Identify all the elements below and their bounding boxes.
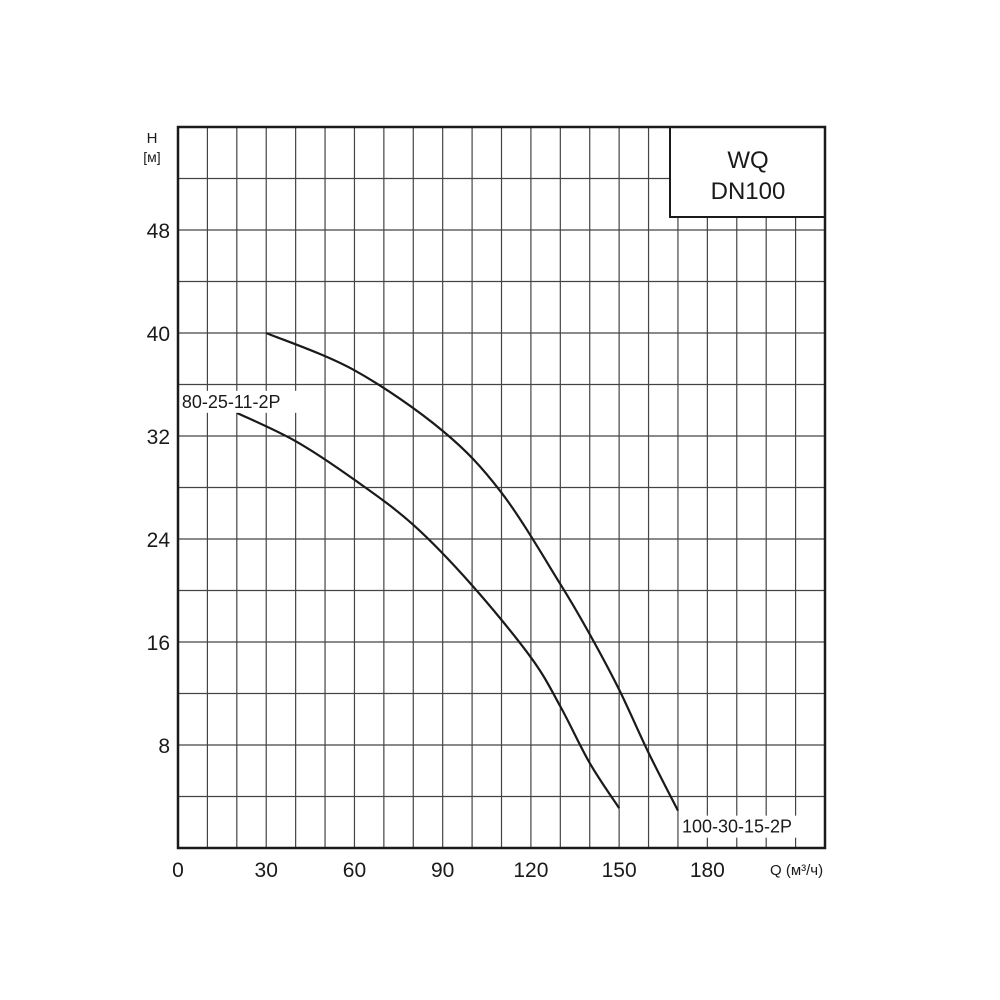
series-labels: 80-25-11-2P 100-30-15-2P bbox=[179, 390, 802, 838]
plot-frame bbox=[176, 125, 827, 850]
y-tick-label: 32 bbox=[147, 426, 170, 449]
x-tick-label: 90 bbox=[431, 859, 454, 882]
curves bbox=[236, 331, 679, 812]
y-tick-label: 48 bbox=[147, 220, 170, 243]
y-tick-label: 24 bbox=[147, 529, 171, 552]
y-tick-label: 16 bbox=[147, 632, 170, 655]
grid bbox=[178, 127, 825, 848]
y-tick-label: 8 bbox=[158, 735, 170, 758]
title-line-2: DN100 bbox=[711, 178, 786, 205]
x-tick-label: 120 bbox=[513, 859, 548, 882]
curve-80-25-11-2P bbox=[236, 411, 621, 809]
series-label-background bbox=[179, 390, 302, 413]
y-axis-label-unit: [м] bbox=[143, 149, 160, 165]
y-tick-label: 40 bbox=[147, 323, 170, 346]
x-tick-label: 180 bbox=[690, 859, 725, 882]
title-box: WQ DN100 bbox=[669, 126, 826, 218]
x-tick-label: 150 bbox=[602, 859, 637, 882]
series-label-background bbox=[679, 815, 802, 838]
x-tick-label: 60 bbox=[343, 859, 366, 882]
axis-ticks: 0 30 60 90 120 150 180 8 16 24 32 40 48 bbox=[147, 220, 725, 882]
series-label: 80-25-11-2P bbox=[182, 392, 281, 412]
series-label: 100-30-15-2P bbox=[682, 817, 792, 837]
title-line-1: WQ bbox=[727, 147, 768, 174]
x-axis-label: Q (м³/ч) bbox=[770, 862, 823, 879]
curve-100-30-15-2P bbox=[265, 331, 679, 812]
x-tick-label: 30 bbox=[255, 859, 278, 882]
y-axis-label-h: H bbox=[147, 130, 158, 147]
x-tick-label: 0 bbox=[172, 859, 184, 882]
